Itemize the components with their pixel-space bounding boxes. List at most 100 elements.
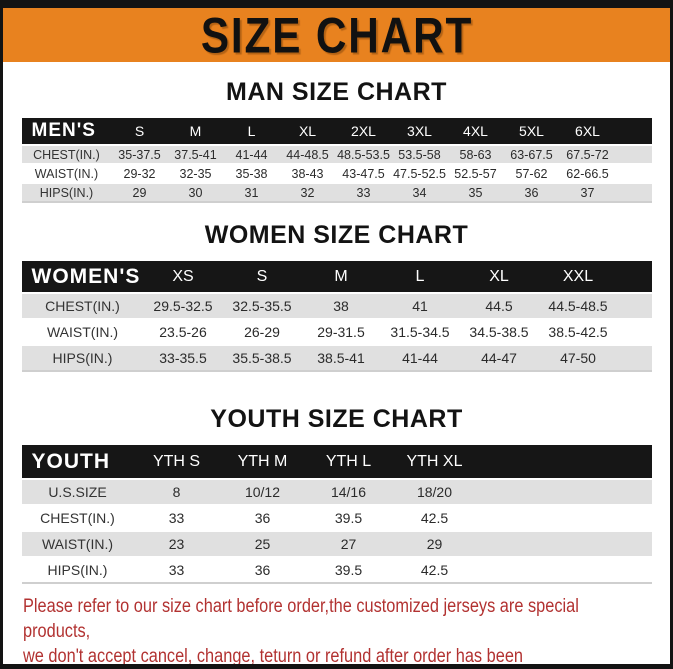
filler-cell <box>477 445 652 480</box>
size-cell: 25 <box>219 531 306 558</box>
size-cell: 47.5-52.5 <box>391 164 448 184</box>
man-waist-row: WAIST(IN.) 29-32 32-35 35-38 38-43 43-47… <box>21 164 652 184</box>
measure-label: HIPS(IN.) <box>21 557 134 584</box>
size-cell: 44-47 <box>459 345 539 372</box>
size-cell: 34 <box>391 183 448 203</box>
size-cell: 42.5 <box>391 505 478 532</box>
size-column-header: L <box>223 118 280 146</box>
size-cell: 36 <box>503 183 560 203</box>
size-cell: 36 <box>219 505 306 532</box>
size-cell: 37 <box>559 183 616 203</box>
size-column-header: XL <box>279 118 336 146</box>
filler-cell <box>617 293 652 320</box>
youth-size-chart-heading: YOUTH SIZE CHART <box>210 405 463 433</box>
size-cell: 57-62 <box>503 164 560 184</box>
youth-table-label: YOUTH <box>21 445 134 480</box>
measure-label: WAIST(IN.) <box>21 164 112 184</box>
size-cell: 35-38 <box>223 164 280 184</box>
filler-cell <box>615 145 652 165</box>
filler-cell <box>477 531 652 558</box>
size-cell: 18/20 <box>391 479 478 506</box>
size-cell: 30 <box>167 183 224 203</box>
size-cell: 67.5-72 <box>559 145 616 165</box>
size-column-header: 4XL <box>447 118 504 146</box>
size-cell: 32-35 <box>167 164 224 184</box>
size-column-header: S <box>111 118 168 146</box>
women-header-row: WOMEN'S XS S M L XL XXL <box>21 261 652 294</box>
man-header-row: MEN'S S M L XL 2XL 3XL 4XL 5XL 6XL <box>21 118 652 146</box>
youth-size-table: YOUTH YTH S YTH M YTH L YTH XL U.S.SIZE … <box>21 445 652 584</box>
size-cell: 31 <box>223 183 280 203</box>
size-cell: 38.5-42.5 <box>538 319 618 346</box>
size-cell: 32 <box>279 183 336 203</box>
man-chest-row: CHEST(IN.) 35-37.5 37.5-41 41-44 44-48.5… <box>21 145 652 165</box>
size-cell: 31.5-34.5 <box>380 319 460 346</box>
size-cell: 10/12 <box>219 479 306 506</box>
women-hips-row: HIPS(IN.) 33-35.5 35.5-38.5 38.5-41 41-4… <box>21 345 652 372</box>
measure-label: HIPS(IN.) <box>21 345 144 372</box>
measure-label: CHEST(IN.) <box>21 145 112 165</box>
size-cell: 36 <box>219 557 306 584</box>
women-waist-row: WAIST(IN.) 23.5-26 26-29 29-31.5 31.5-34… <box>21 319 652 346</box>
size-column-header: XXL <box>538 261 618 294</box>
size-cell: 29 <box>391 531 478 558</box>
size-cell: 29-31.5 <box>301 319 381 346</box>
size-cell: 23.5-26 <box>143 319 223 346</box>
youth-chest-row: CHEST(IN.) 33 36 39.5 42.5 <box>21 505 652 532</box>
order-policy-line-2: we don't accept cancel, change, teturn o… <box>23 646 523 667</box>
women-size-chart-heading: WOMEN SIZE CHART <box>204 221 469 249</box>
size-cell: 41-44 <box>380 345 460 372</box>
size-cell: 23 <box>133 531 220 558</box>
measure-label: HIPS(IN.) <box>21 183 112 203</box>
size-cell: 32.5-35.5 <box>222 293 302 320</box>
size-cell: 34.5-38.5 <box>459 319 539 346</box>
size-cell: 42.5 <box>391 557 478 584</box>
size-cell: 44-48.5 <box>279 145 336 165</box>
size-cell: 44.5-48.5 <box>538 293 618 320</box>
size-cell: 47-50 <box>538 345 618 372</box>
filler-cell <box>615 164 652 184</box>
youth-header-row: YOUTH YTH S YTH M YTH L YTH XL <box>21 445 652 480</box>
size-cell: 14/16 <box>305 479 392 506</box>
size-cell: 35.5-38.5 <box>222 345 302 372</box>
size-column-header: 3XL <box>391 118 448 146</box>
measure-label: U.S.SIZE <box>21 479 134 506</box>
size-column-header: 2XL <box>335 118 392 146</box>
size-cell: 33 <box>133 557 220 584</box>
filler-cell <box>477 479 652 506</box>
size-column-header: XS <box>143 261 223 294</box>
size-column-header: YTH M <box>219 445 306 480</box>
page-title: SIZE CHART <box>200 6 473 64</box>
size-cell: 63-67.5 <box>503 145 560 165</box>
size-column-header: L <box>380 261 460 294</box>
size-cell: 26-29 <box>222 319 302 346</box>
size-cell: 29.5-32.5 <box>143 293 223 320</box>
size-cell: 48.5-53.5 <box>335 145 392 165</box>
size-cell: 58-63 <box>447 145 504 165</box>
filler-cell <box>617 345 652 372</box>
size-cell: 35 <box>447 183 504 203</box>
women-chest-row: CHEST(IN.) 29.5-32.5 32.5-35.5 38 41 44.… <box>21 293 652 320</box>
order-policy-line-1: Please refer to our size chart before or… <box>23 596 579 642</box>
size-cell: 41 <box>380 293 460 320</box>
title-band: SIZE CHART <box>3 8 670 62</box>
youth-hips-row: HIPS(IN.) 33 36 39.5 42.5 <box>21 557 652 584</box>
size-column-header: 6XL <box>559 118 616 146</box>
size-column-header: M <box>167 118 224 146</box>
man-hips-row: HIPS(IN.) 29 30 31 32 33 34 35 36 37 <box>21 183 652 203</box>
filler-cell <box>617 319 652 346</box>
women-table-label: WOMEN'S <box>21 261 144 294</box>
size-cell: 27 <box>305 531 392 558</box>
size-cell: 39.5 <box>305 505 392 532</box>
size-column-header: YTH S <box>133 445 220 480</box>
size-column-header: YTH L <box>305 445 392 480</box>
filler-cell <box>615 118 652 146</box>
size-cell: 43-47.5 <box>335 164 392 184</box>
size-cell: 44.5 <box>459 293 539 320</box>
man-table-label: MEN'S <box>21 118 112 146</box>
order-policy-note: Please refer to our size chart before or… <box>23 594 670 667</box>
measure-label: WAIST(IN.) <box>21 531 134 558</box>
youth-ussize-row: U.S.SIZE 8 10/12 14/16 18/20 <box>21 479 652 506</box>
size-cell: 53.5-58 <box>391 145 448 165</box>
